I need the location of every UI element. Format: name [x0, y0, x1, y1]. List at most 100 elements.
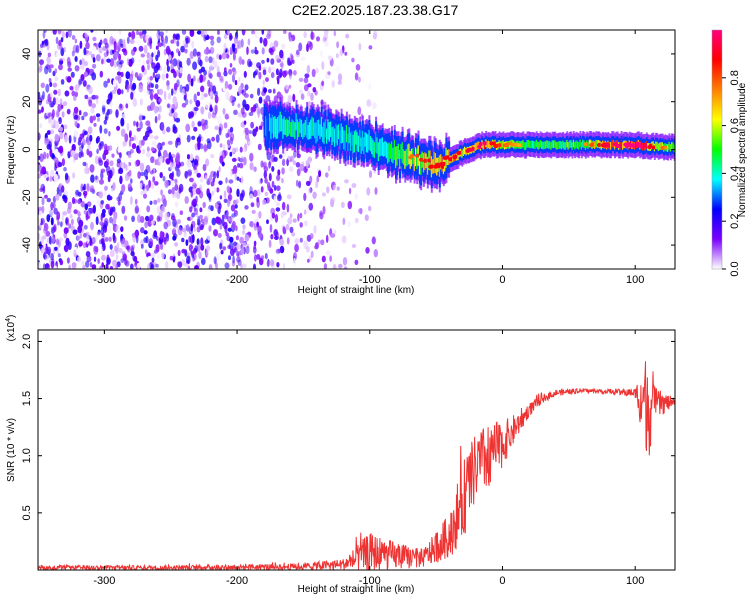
top-y-tick-label: -20: [21, 189, 33, 205]
noise-speckle: [101, 208, 106, 215]
noise-speckle: [68, 264, 72, 269]
noise-speckle: [223, 33, 228, 40]
noise-speckle: [71, 262, 77, 269]
noise-speckle: [183, 233, 187, 240]
noise-speckle: [67, 30, 72, 38]
noise-speckle: [99, 221, 104, 226]
ridge-peak: [606, 143, 612, 148]
noise-speckle: [268, 173, 272, 182]
noise-speckle: [163, 90, 167, 100]
noise-speckle: [328, 90, 333, 98]
noise-speckle: [56, 211, 61, 221]
noise-speckle: [140, 139, 145, 146]
noise-speckle: [134, 231, 138, 236]
noise-speckle: [225, 177, 228, 184]
noise-speckle: [326, 186, 330, 194]
noise-speckle: [53, 157, 59, 163]
noise-speckle: [234, 172, 237, 181]
noise-speckle: [221, 149, 227, 159]
noise-speckle: [49, 129, 55, 135]
ridge-core: [611, 139, 614, 148]
ridge-core: [564, 141, 567, 150]
noise-speckle: [132, 98, 137, 107]
noise-speckle: [108, 195, 113, 201]
noise-speckle: [248, 61, 253, 67]
noise-speckle: [89, 207, 94, 214]
ridge-core: [376, 137, 379, 154]
noise-speckle: [49, 176, 53, 182]
noise-speckle: [279, 49, 284, 59]
noise-speckle: [173, 38, 177, 44]
ridge-core: [582, 139, 585, 148]
noise-speckle: [198, 251, 202, 260]
noise-speckle: [371, 236, 376, 245]
noise-speckle: [47, 52, 52, 58]
noise-speckle: [211, 217, 217, 226]
noise-speckle: [161, 252, 165, 259]
noise-speckle: [62, 195, 67, 200]
noise-speckle: [288, 84, 292, 89]
ridge-core: [594, 141, 596, 149]
noise-speckle: [373, 249, 378, 258]
noise-speckle: [333, 184, 337, 192]
noise-speckle: [70, 150, 76, 157]
noise-speckle: [241, 263, 247, 269]
ridge-core: [406, 144, 409, 166]
ridge-core: [371, 137, 374, 155]
noise-speckle: [261, 47, 265, 55]
noise-speckle: [229, 241, 234, 251]
noise-speckle: [120, 258, 125, 263]
ridge-core: [558, 141, 561, 149]
noise-speckle: [269, 188, 274, 194]
noise-speckle: [147, 219, 152, 227]
noise-speckle: [64, 244, 69, 253]
noise-speckle: [167, 91, 171, 100]
noise-speckle: [220, 70, 225, 77]
noise-speckle: [365, 247, 370, 254]
noise-speckle: [222, 144, 226, 150]
noise-speckle: [144, 249, 148, 255]
noise-speckle: [237, 103, 241, 109]
bottom-y-scale-label: (x104): [5, 315, 17, 342]
noise-speckle: [68, 223, 72, 229]
noise-speckle: [58, 39, 62, 47]
noise-speckle: [240, 264, 243, 269]
noise-speckle: [200, 244, 205, 251]
noise-speckle: [100, 213, 103, 222]
noise-speckle: [219, 242, 223, 250]
noise-speckle: [182, 39, 186, 47]
noise-speckle: [114, 50, 118, 60]
noise-speckle: [270, 233, 274, 240]
top-x-tick-label: -200: [226, 274, 248, 286]
noise-speckle: [160, 189, 163, 196]
noise-speckle: [233, 241, 237, 247]
noise-speckle: [128, 169, 132, 177]
noise-speckle: [242, 30, 246, 34]
noise-speckle: [246, 46, 249, 55]
ridge-core: [359, 129, 362, 147]
noise-speckle: [113, 61, 118, 68]
noise-speckle: [160, 35, 164, 42]
noise-speckle: [166, 80, 170, 87]
ridge-core: [268, 113, 271, 132]
noise-speckle: [290, 155, 294, 162]
noise-speckle: [88, 99, 93, 107]
noise-speckle: [126, 245, 130, 251]
noise-speckle: [228, 113, 234, 118]
noise-speckle: [200, 85, 205, 93]
ridge-core: [668, 141, 671, 150]
noise-speckle: [172, 235, 177, 241]
noise-speckle: [108, 108, 113, 115]
noise-speckle: [307, 187, 312, 195]
noise-speckle: [256, 221, 259, 228]
noise-speckle: [38, 173, 41, 179]
noise-speckle: [51, 236, 56, 244]
noise-speckle: [38, 206, 43, 211]
noise-speckle: [103, 80, 108, 88]
noise-speckle: [258, 211, 262, 219]
noise-speckle: [54, 133, 60, 142]
noise-speckle: [238, 56, 243, 65]
noise-speckle: [298, 89, 303, 95]
noise-speckle: [285, 223, 290, 231]
ridge-core: [369, 136, 372, 152]
